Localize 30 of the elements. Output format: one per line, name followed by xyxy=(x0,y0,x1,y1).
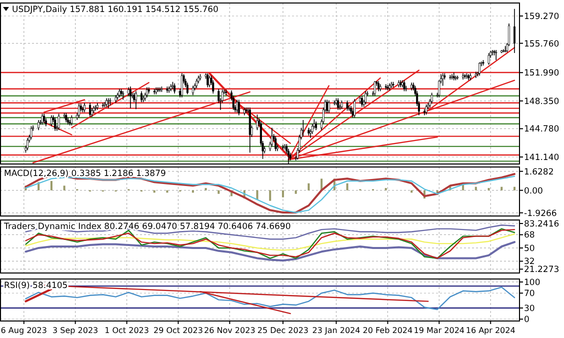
chart-title: MACD(12,26,9) 0.3385 1.2186 1.3879 xyxy=(4,169,166,179)
y-tick-label: 159.270 xyxy=(524,12,560,22)
y-tick-label: 0.00 xyxy=(524,186,543,196)
y-tick-label: 21.2273 xyxy=(524,265,560,276)
x-tick-label: 16 Apr 2024 xyxy=(466,326,516,335)
y-tick-label: 50 xyxy=(524,244,535,254)
x-tick-label: 6 Aug 2023 xyxy=(0,326,47,335)
y-tick-label: -1.9266 xyxy=(524,208,557,219)
chart-title: Traders Dynamic Index 80.2746 69.0470 57.8194 70.6406 74.6690 xyxy=(3,222,291,232)
y-tick-label: 155.760 xyxy=(524,39,560,50)
y-tick-label: 148.350 xyxy=(524,96,560,107)
y-tick-label: 151.990 xyxy=(524,68,560,79)
y-tick-label: 144.780 xyxy=(524,124,560,135)
y-tick-label: 100 xyxy=(524,278,540,288)
y-tick-label: 1.6282 xyxy=(524,167,554,178)
chart-title: USDJPY,Daily 157.881 160.191 154.512 155.760 xyxy=(12,5,218,15)
x-tick-label: 1 Oct 2023 xyxy=(104,326,149,335)
y-tick-label: 68 xyxy=(524,230,535,241)
x-tick-label: 19 Mar 2024 xyxy=(414,326,465,335)
y-tick-label: 70 xyxy=(524,289,535,300)
y-tick-label: 83.2416 xyxy=(524,219,560,230)
x-tick-label: 25 Dec 2023 xyxy=(257,326,309,335)
x-tick-label: 3 Sep 2023 xyxy=(52,326,98,335)
x-tick-label: 29 Oct 2023 xyxy=(154,326,203,335)
x-tick-label: 26 Nov 2023 xyxy=(204,326,256,335)
x-tick-label: 23 Jan 2024 xyxy=(312,326,360,335)
y-tick-label: 141.140 xyxy=(524,152,560,163)
x-tick-label: 20 Feb 2024 xyxy=(362,326,413,335)
y-tick-label: 0 xyxy=(524,315,530,326)
y-tick-label: 30 xyxy=(524,304,535,314)
